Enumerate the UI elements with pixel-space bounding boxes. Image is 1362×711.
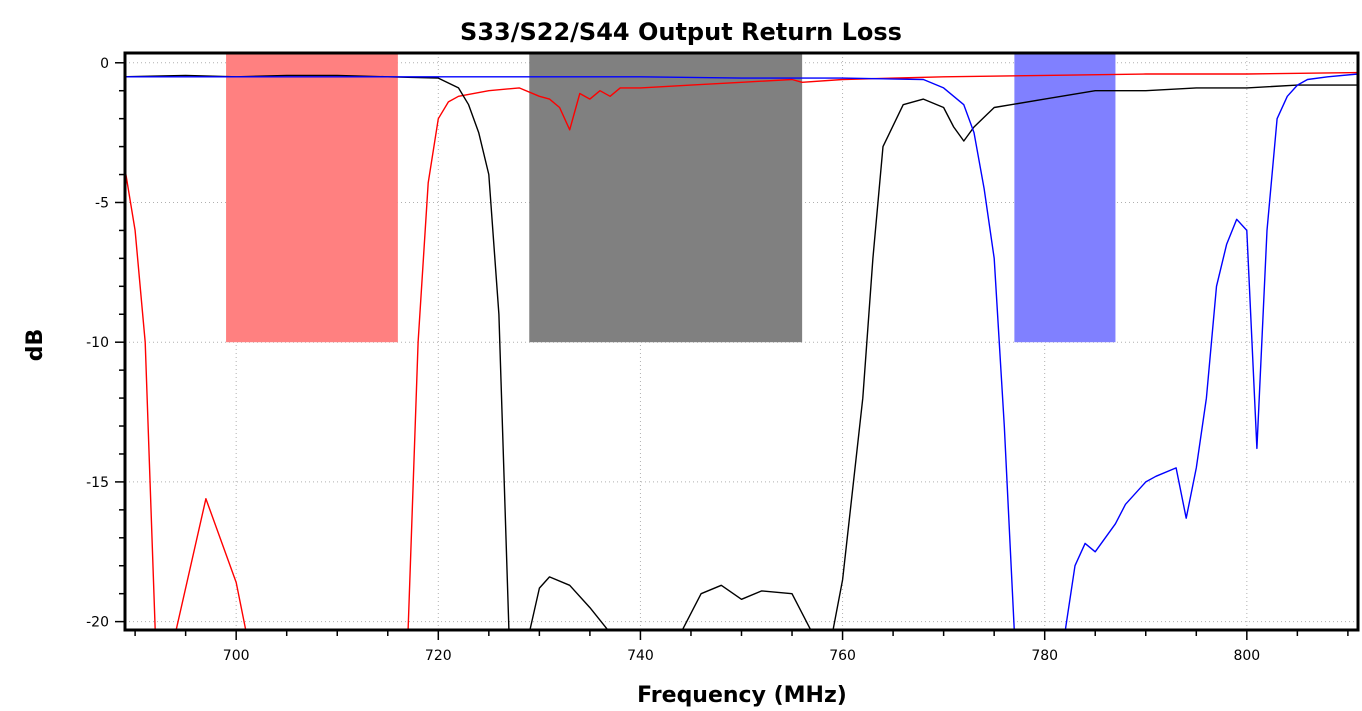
- x-tick-label: 800: [1233, 648, 1260, 664]
- y-axis-label: dB: [23, 329, 48, 362]
- x-tick-label: 760: [829, 648, 856, 664]
- y-tick-label: -15: [86, 475, 109, 491]
- x-axis-label: Frequency (MHz): [637, 683, 847, 708]
- axis-ticks: 700 720 740 760 780 800 0 -5 -10 -15 -20: [86, 56, 1349, 664]
- highlight-band: [529, 53, 803, 343]
- series-lines: [125, 71, 1358, 630]
- x-tick-label: 780: [1031, 648, 1058, 664]
- x-tick-label: 720: [425, 648, 452, 664]
- highlight-band: [226, 53, 398, 343]
- y-tick-label: -20: [86, 615, 109, 631]
- series-line: [125, 74, 1358, 630]
- x-tick-label: 700: [223, 648, 250, 664]
- highlight-bands: [226, 53, 1116, 343]
- y-tick-label: 0: [100, 56, 109, 72]
- series-line: [125, 71, 1358, 630]
- chart-title: S33/S22/S44 Output Return Loss: [460, 18, 902, 46]
- y-tick-label: -5: [95, 195, 109, 211]
- x-tick-label: 740: [627, 648, 654, 664]
- series-line: [125, 73, 1358, 630]
- y-tick-label: -10: [86, 335, 109, 351]
